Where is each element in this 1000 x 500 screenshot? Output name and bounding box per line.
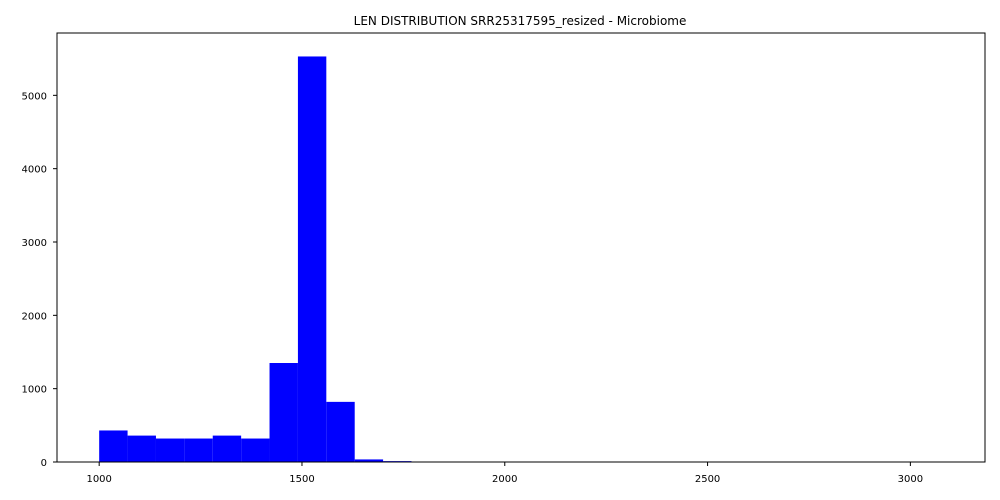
- x-axis-ticks: 1000 1500 2000 2500 3000: [86, 462, 923, 485]
- y-tick-label: 0: [41, 458, 47, 469]
- histogram-bar: [326, 401, 355, 462]
- x-tick-label: 1000: [86, 474, 111, 485]
- bars-group: [99, 56, 951, 462]
- y-axis-ticks: 0 1000 2000 3000 4000 5000: [22, 91, 57, 469]
- histogram-bar: [184, 438, 213, 462]
- x-tick-label: 2000: [492, 474, 517, 485]
- x-tick-label: 2500: [695, 474, 720, 485]
- x-tick-label: 1500: [289, 474, 314, 485]
- histogram-bar: [354, 459, 384, 462]
- y-tick-label: 2000: [22, 311, 47, 322]
- histogram-bar: [212, 435, 242, 462]
- plot-frame: [56, 32, 986, 463]
- histogram-bar: [241, 438, 270, 462]
- y-tick-label: 5000: [22, 91, 47, 102]
- histogram-bar: [99, 430, 128, 462]
- y-tick-label: 3000: [22, 238, 47, 249]
- histogram-bar: [297, 56, 327, 462]
- histogram-bar: [269, 363, 298, 462]
- y-tick-label: 1000: [22, 385, 47, 396]
- histogram-bar: [127, 435, 156, 462]
- x-tick-label: 3000: [898, 474, 923, 485]
- chart-title: LEN DISTRIBUTION SRR25317595_resized - M…: [354, 14, 687, 28]
- y-tick-label: 4000: [22, 165, 47, 176]
- histogram-bar: [155, 438, 185, 462]
